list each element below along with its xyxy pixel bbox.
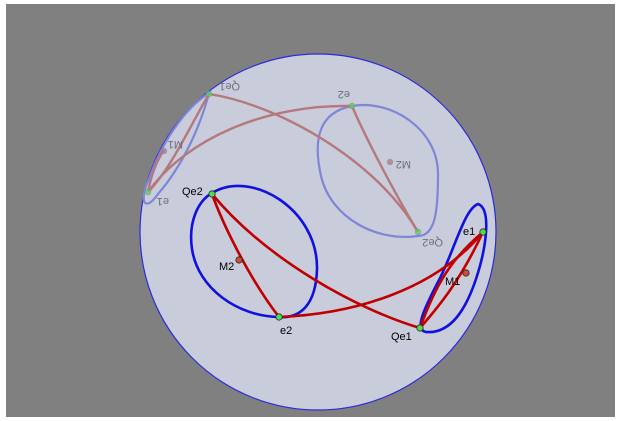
back-loop-2 (316, 103, 440, 239)
back-point-m1 (160, 147, 168, 155)
front-point-qe1 (416, 324, 424, 332)
back-path-qe1-qe2 (208, 92, 420, 233)
front-point-m1 (462, 269, 470, 277)
back-path-e1-e2 (147, 104, 353, 193)
front-label-e2: e2 (280, 325, 292, 337)
front-path-qe2-qe1 (211, 193, 421, 330)
front-point-m2 (235, 256, 243, 264)
front-point-e1 (479, 228, 487, 236)
front-point-qe2 (208, 190, 216, 198)
front-label-m2: M2 (219, 261, 234, 273)
front-point-e2 (275, 313, 283, 321)
back-label-e1: e1 (157, 195, 169, 207)
back-label-m1: M1 (168, 138, 183, 150)
front-path-qe2-e2-via-m2 (210, 193, 281, 318)
back-label-qe2: Qe2 (422, 236, 443, 248)
back-point-e2 (348, 102, 356, 110)
front-label-qe2: Qe2 (182, 186, 203, 198)
back-label-e2: e2 (338, 88, 350, 100)
diagram-canvas: Qe1 e2 e1 Qe2 M1 M2 Qe2 e2 M2 Qe1 e1 M1 (6, 4, 615, 417)
front-label-qe1: Qe1 (391, 331, 412, 343)
front-label-m1: M1 (445, 276, 460, 288)
back-label-qe1: Qe1 (219, 80, 240, 92)
back-loop-1 (142, 90, 211, 205)
back-point-e1 (144, 188, 152, 196)
front-loop-2 (419, 202, 488, 334)
sphere-diagram: Qe1 e2 e1 Qe2 M1 M2 Qe2 e2 M2 Qe1 e1 M1 (139, 53, 497, 411)
back-point-m2 (386, 158, 394, 166)
back-path-e2-qe2 (350, 105, 420, 233)
front-path-qe1-e1 (418, 231, 484, 329)
front-label-e1: e1 (463, 226, 475, 238)
back-point-qe1 (205, 90, 213, 98)
front-path-qe1-e1-via-m1 (419, 231, 485, 329)
back-label-m2: M2 (396, 158, 411, 170)
back-point-qe2 (414, 228, 422, 236)
sphere-disk (139, 53, 497, 411)
